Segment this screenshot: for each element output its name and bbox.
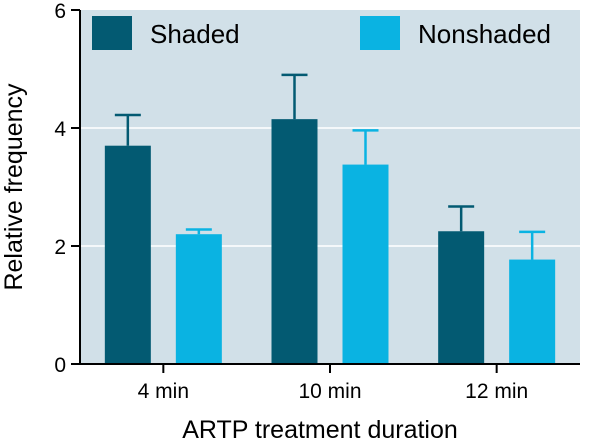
plot-background: [80, 10, 580, 364]
legend: Shaded Nonshaded: [92, 16, 551, 50]
bar-nonshaded-10min: [342, 164, 389, 364]
y-axis-title: Relative frequency: [0, 83, 28, 291]
legend-swatch-shaded: [92, 16, 132, 50]
bar-shaded-4min: [104, 145, 151, 364]
x-axis-title: ARTP treatment duration: [182, 416, 458, 444]
x-tick-label-1: 10 min: [298, 380, 361, 403]
y-tick-label-0: 0: [54, 354, 66, 377]
legend-label-nonshaded: Nonshaded: [418, 19, 551, 49]
bar-nonshaded-4min: [175, 234, 222, 364]
bar-shaded-10min: [271, 119, 318, 365]
y-tick-label-6: 6: [54, 0, 66, 23]
bar-nonshaded-12min: [509, 259, 556, 364]
y-tick-label-4: 4: [54, 118, 66, 141]
x-tick-label-0: 4 min: [138, 380, 189, 403]
legend-label-shaded: Shaded: [150, 19, 240, 49]
legend-swatch-nonshaded: [360, 16, 400, 50]
axes: 0 2 4 6 4 min 10 min 12 min: [54, 0, 580, 403]
y-tick-label-2: 2: [54, 236, 66, 259]
bar-shaded-12min: [438, 231, 485, 364]
bars: [104, 73, 556, 365]
x-tick-label-2: 12 min: [465, 380, 528, 403]
gridlines: [80, 127, 580, 247]
